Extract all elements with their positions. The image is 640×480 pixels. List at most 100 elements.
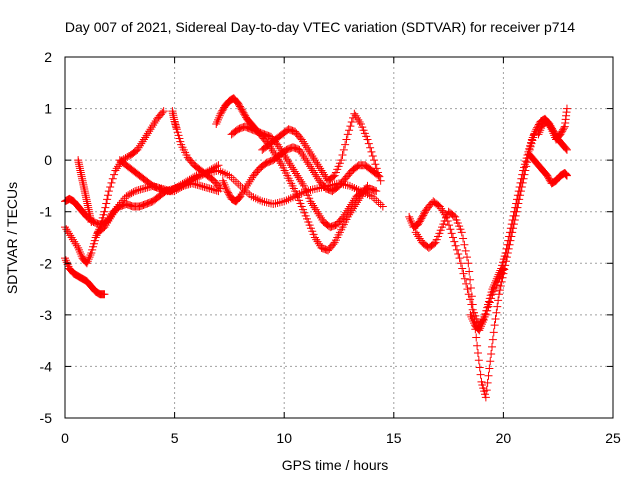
data-point	[315, 211, 324, 220]
data-point	[459, 269, 468, 278]
data-point	[338, 150, 347, 159]
data-point	[368, 152, 377, 161]
data-point	[312, 172, 321, 181]
data-point	[215, 111, 224, 120]
data-point	[113, 202, 122, 211]
data-point	[209, 164, 218, 173]
data-point	[405, 212, 414, 221]
data-point	[487, 350, 496, 359]
data-point	[452, 245, 461, 254]
y-tick-label: -1	[40, 204, 53, 220]
data-point	[64, 229, 73, 238]
data-point	[100, 290, 109, 299]
data-point	[562, 145, 571, 154]
data-point	[503, 240, 512, 249]
data-point	[509, 211, 518, 220]
data-point	[483, 378, 492, 387]
data-point	[288, 163, 297, 172]
data-point	[347, 200, 356, 209]
data-point	[489, 283, 498, 292]
data-point	[198, 182, 207, 191]
data-point	[363, 135, 372, 144]
data-point	[342, 135, 351, 144]
data-point	[304, 145, 313, 154]
data-point	[196, 181, 205, 190]
x-tick-label: 0	[61, 430, 69, 446]
data-point	[311, 205, 320, 214]
data-point	[216, 184, 225, 193]
data-point	[535, 128, 544, 137]
data-point	[91, 233, 100, 242]
data-point	[366, 143, 375, 152]
data-point	[493, 302, 502, 311]
data-point	[101, 203, 110, 212]
series-arc-b	[61, 254, 109, 299]
data-point	[468, 300, 477, 309]
data-point	[277, 146, 286, 155]
data-point	[86, 251, 95, 260]
data-point	[299, 152, 308, 161]
data-point	[124, 191, 133, 200]
data-point	[241, 183, 250, 192]
data-point	[292, 169, 301, 178]
data-point	[481, 393, 490, 402]
data-point	[103, 195, 112, 204]
data-point	[222, 185, 231, 194]
data-point	[83, 257, 92, 266]
data-point	[242, 181, 251, 190]
points-layer	[61, 94, 571, 402]
data-point	[143, 129, 152, 138]
data-point	[175, 183, 184, 192]
data-point	[463, 285, 472, 294]
data-point	[475, 326, 484, 335]
data-point	[504, 236, 513, 245]
data-point	[355, 117, 364, 126]
data-point	[464, 259, 473, 268]
data-point	[491, 314, 500, 323]
data-point	[414, 232, 423, 241]
data-point	[457, 228, 466, 237]
data-point	[339, 212, 348, 221]
data-point	[108, 210, 117, 219]
data-point	[495, 290, 504, 299]
data-point	[351, 111, 360, 120]
data-point	[123, 153, 132, 162]
data-point	[297, 177, 306, 186]
data-point	[469, 317, 478, 326]
data-point	[371, 160, 380, 169]
data-point	[103, 219, 112, 228]
data-point	[329, 240, 338, 249]
data-point	[244, 179, 253, 188]
data-point	[476, 370, 485, 379]
data-point	[370, 186, 379, 195]
data-point	[75, 247, 84, 256]
data-point	[274, 142, 283, 151]
data-point	[438, 206, 447, 215]
data-point	[341, 140, 350, 149]
data-point	[310, 203, 319, 212]
data-point	[106, 182, 115, 191]
data-point	[300, 139, 309, 148]
data-point	[317, 213, 326, 222]
data-point	[311, 170, 320, 179]
data-point	[342, 208, 351, 217]
data-point	[485, 364, 494, 373]
data-point	[186, 177, 195, 186]
data-point	[347, 117, 356, 126]
data-point	[490, 321, 499, 330]
data-point	[146, 125, 155, 134]
data-point	[210, 163, 219, 172]
data-point	[276, 144, 285, 153]
data-point	[281, 153, 290, 162]
data-point	[489, 328, 498, 337]
data-point	[465, 267, 474, 276]
data-point	[112, 164, 121, 173]
data-point	[304, 160, 313, 169]
data-point	[210, 186, 219, 195]
data-point	[141, 183, 150, 192]
data-point	[562, 144, 571, 153]
data-point	[117, 198, 126, 207]
data-point	[179, 181, 188, 190]
data-point	[344, 204, 353, 213]
data-point	[491, 276, 500, 285]
